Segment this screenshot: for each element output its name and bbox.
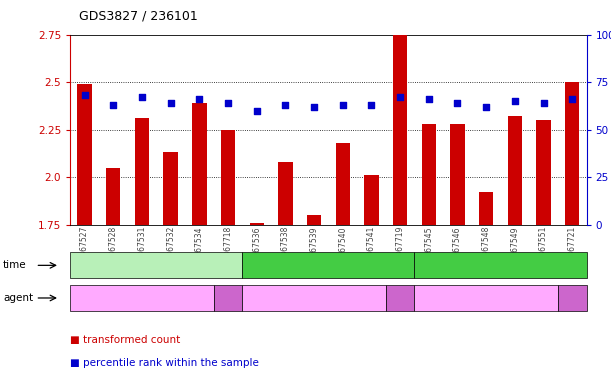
Text: time: time: [3, 260, 27, 270]
Point: [137, 94, 147, 100]
Point: [510, 98, 520, 104]
Bar: [450, 124, 464, 225]
Bar: [393, 25, 408, 225]
Point: [395, 94, 405, 100]
Bar: [78, 84, 92, 225]
Bar: [106, 168, 120, 225]
Point: [166, 100, 175, 106]
Text: saline: saline: [560, 293, 585, 303]
Point: [223, 100, 233, 106]
Bar: [221, 130, 235, 225]
Bar: [508, 116, 522, 225]
Bar: [565, 82, 579, 225]
Text: 3 days post-SE: 3 days post-SE: [118, 260, 195, 270]
Point: [453, 100, 463, 106]
Point: [79, 92, 89, 98]
Point: [194, 96, 204, 102]
Point: [108, 102, 118, 108]
Text: saline: saline: [216, 293, 241, 303]
Bar: [307, 215, 321, 225]
Text: GDS3827 / 236101: GDS3827 / 236101: [79, 10, 198, 23]
Bar: [135, 118, 149, 225]
Text: agent: agent: [3, 293, 33, 303]
Text: 7 days post-SE: 7 days post-SE: [290, 260, 367, 270]
Point: [367, 102, 376, 108]
Bar: [422, 124, 436, 225]
Bar: [335, 143, 350, 225]
Point: [280, 102, 290, 108]
Point: [539, 100, 549, 106]
Point: [568, 96, 577, 102]
Text: pilocarpine: pilocarpine: [457, 293, 515, 303]
Point: [252, 108, 262, 114]
Bar: [479, 192, 493, 225]
Text: immediate: immediate: [472, 260, 529, 270]
Text: ■ transformed count: ■ transformed count: [70, 335, 180, 345]
Bar: [536, 120, 551, 225]
Point: [481, 104, 491, 110]
Point: [424, 96, 434, 102]
Bar: [278, 162, 293, 225]
Point: [309, 104, 319, 110]
Text: saline: saline: [388, 293, 412, 303]
Bar: [164, 152, 178, 225]
Text: pilocarpine: pilocarpine: [285, 293, 343, 303]
Bar: [249, 223, 264, 225]
Text: ■ percentile rank within the sample: ■ percentile rank within the sample: [70, 358, 259, 368]
Text: pilocarpine: pilocarpine: [113, 293, 171, 303]
Point: [338, 102, 348, 108]
Bar: [192, 103, 207, 225]
Bar: [364, 175, 379, 225]
